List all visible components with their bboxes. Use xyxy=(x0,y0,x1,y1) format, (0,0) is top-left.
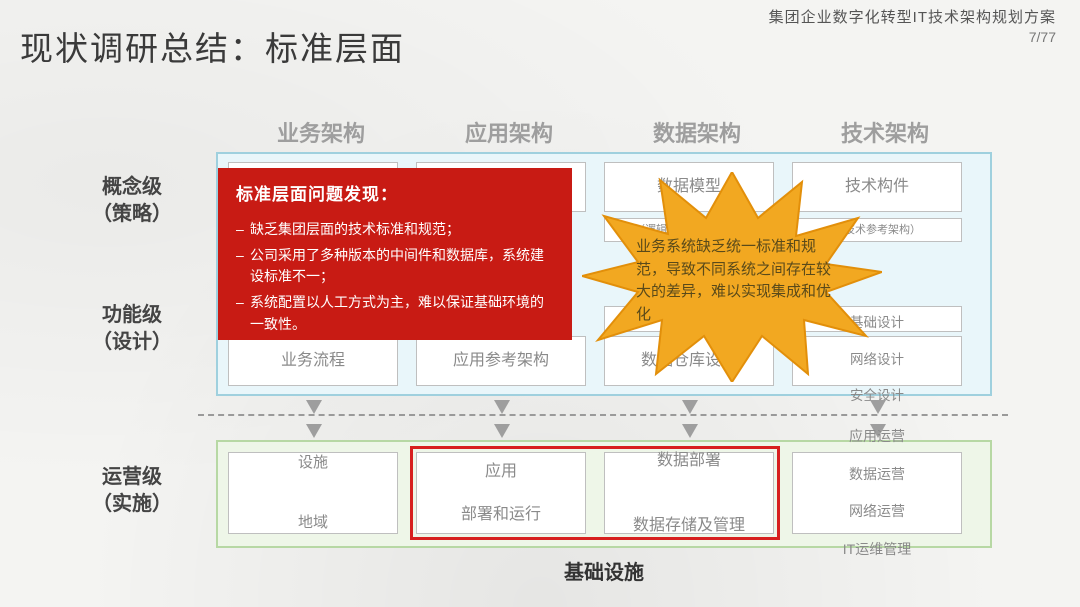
cell-text: 设施 xyxy=(298,453,328,473)
cell-text: 数据存储及管理 xyxy=(633,515,745,537)
page-title: 现状调研总结：标准层面 xyxy=(20,22,405,70)
col-header-tech: 技术架构 xyxy=(800,116,970,148)
row-label-function: 功能级 （设计） xyxy=(72,302,192,356)
cell-op-tech: 应用运营 数据运营 网络运营 IT运维管理 xyxy=(792,452,962,534)
cell-text: 部署和运行 xyxy=(461,504,541,526)
red-callout: 标准层面问题发现： 缺乏集团层面的技术标准和规范； 公司采用了多种版本的中间件和… xyxy=(218,168,572,340)
starburst-callout: 业务系统缺乏统一标准和规范，导致不同系统之间存在较大的差异，难以实现集成和优化 xyxy=(582,172,882,382)
row-label-text: 概念级 xyxy=(102,176,162,198)
cell-text: 应用 xyxy=(461,461,541,483)
col-header-application: 应用架构 xyxy=(424,116,594,148)
cell-text: 地域 xyxy=(298,513,328,533)
doc-title: 集团企业数字化转型IT技术架构规划方案 xyxy=(769,6,1056,27)
row-label-operation: 运营级 （实施） xyxy=(72,464,192,518)
row-label-sub: （实施） xyxy=(92,493,172,515)
arrow-down-icon xyxy=(682,424,698,438)
red-callout-item: 系统配置以人工方式为主，难以保证基础环境的一致性。 xyxy=(236,292,556,335)
footer-label: 基础设施 xyxy=(216,556,992,585)
row-label-text: 功能级 xyxy=(102,304,162,326)
red-callout-list: 缺乏集团层面的技术标准和规范； 公司采用了多种版本的中间件和数据库，系统建设标准… xyxy=(236,219,556,335)
cell-op-business: 设施 地域 xyxy=(228,452,398,534)
red-callout-title: 标准层面问题发现： xyxy=(236,180,556,205)
red-callout-item: 缺乏集团层面的技术标准和规范； xyxy=(236,219,556,241)
cell-text: 网络运营 xyxy=(843,502,911,521)
cell-function-business: 业务流程 xyxy=(228,336,398,386)
row-label-text: 运营级 xyxy=(102,466,162,488)
dashed-divider xyxy=(198,414,1008,416)
cell-op-data: 数据部署 数据存储及管理 xyxy=(604,452,774,534)
cell-text: 数据部署 xyxy=(633,450,745,472)
cell-text: 数据运营 xyxy=(843,465,911,484)
cell-text: 业务流程 xyxy=(281,350,345,372)
cell-op-application: 应用 部署和运行 xyxy=(416,452,586,534)
arrow-down-icon xyxy=(306,424,322,438)
row-label-sub: （策略） xyxy=(92,203,172,225)
starburst-text: 业务系统缺乏统一标准和规范，导致不同系统之间存在较大的差异，难以实现集成和优化 xyxy=(636,236,834,326)
cell-text: 应用参考架构 xyxy=(453,350,549,372)
page-number: 7/77 xyxy=(769,29,1056,45)
arrow-down-icon xyxy=(494,400,510,414)
red-callout-item: 公司采用了多种版本的中间件和数据库，系统建设标准不一； xyxy=(236,245,556,288)
arrow-down-icon xyxy=(682,400,698,414)
row-label-concept: 概念级 （策略） xyxy=(72,174,192,228)
cell-function-application: 应用参考架构 xyxy=(416,336,586,386)
arrow-down-icon xyxy=(870,400,886,414)
arrow-down-icon xyxy=(494,424,510,438)
arrow-down-icon xyxy=(306,400,322,414)
row-label-sub: （设计） xyxy=(92,331,172,353)
header-block: 集团企业数字化转型IT技术架构规划方案 7/77 xyxy=(769,6,1056,45)
cell-text: 应用运营 xyxy=(843,427,911,446)
col-header-data: 数据架构 xyxy=(612,116,782,148)
col-header-business: 业务架构 xyxy=(236,116,406,148)
